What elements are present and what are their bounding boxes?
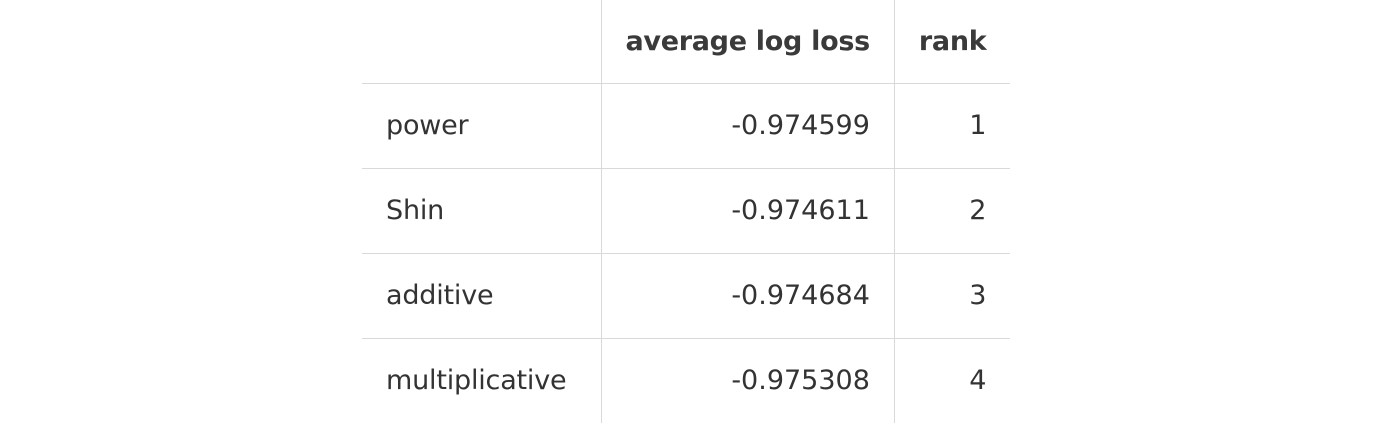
table-row: multiplicative -0.975308 4 <box>362 338 1010 423</box>
results-table: average log loss rank power -0.974599 1 … <box>362 0 1011 423</box>
cell-rank: 2 <box>894 168 1011 254</box>
header-cell-average-log-loss: average log loss <box>601 0 895 84</box>
table-row: Shin -0.974611 2 <box>362 168 1011 254</box>
cell-method-name: power <box>362 83 602 169</box>
cell-rank: 3 <box>894 253 1011 339</box>
cell-average-log-loss: -0.974599 <box>601 83 895 169</box>
cell-rank: 1 <box>894 83 1011 169</box>
cell-method-name: additive <box>362 253 602 339</box>
cell-method-name: Shin <box>362 168 602 254</box>
header-cell-rank: rank <box>894 0 1011 84</box>
cell-rank: 4 <box>969 365 987 397</box>
header-cell-name <box>362 0 602 84</box>
cell-average-log-loss: -0.974684 <box>601 253 895 339</box>
table-row: additive -0.974684 3 <box>362 253 1011 339</box>
table-row: power -0.974599 1 <box>362 83 1011 169</box>
cell-average-log-loss: -0.974611 <box>601 168 895 254</box>
table-header-row: average log loss rank <box>362 0 1011 84</box>
cell-method-name: multiplicative <box>362 338 602 423</box>
cell-average-log-loss: -0.975308 <box>601 338 895 423</box>
